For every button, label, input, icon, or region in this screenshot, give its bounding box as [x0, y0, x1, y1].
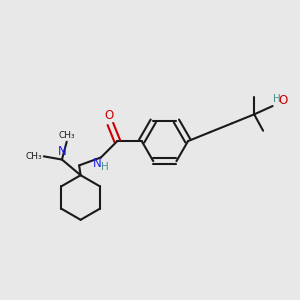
- Text: CH₃: CH₃: [26, 152, 42, 161]
- Text: O: O: [278, 94, 287, 107]
- Text: CH₃: CH₃: [59, 131, 76, 140]
- Text: O: O: [105, 109, 114, 122]
- Text: H: H: [100, 162, 108, 172]
- Text: H: H: [273, 94, 281, 104]
- Text: N: N: [92, 157, 101, 170]
- Text: N: N: [58, 145, 67, 158]
